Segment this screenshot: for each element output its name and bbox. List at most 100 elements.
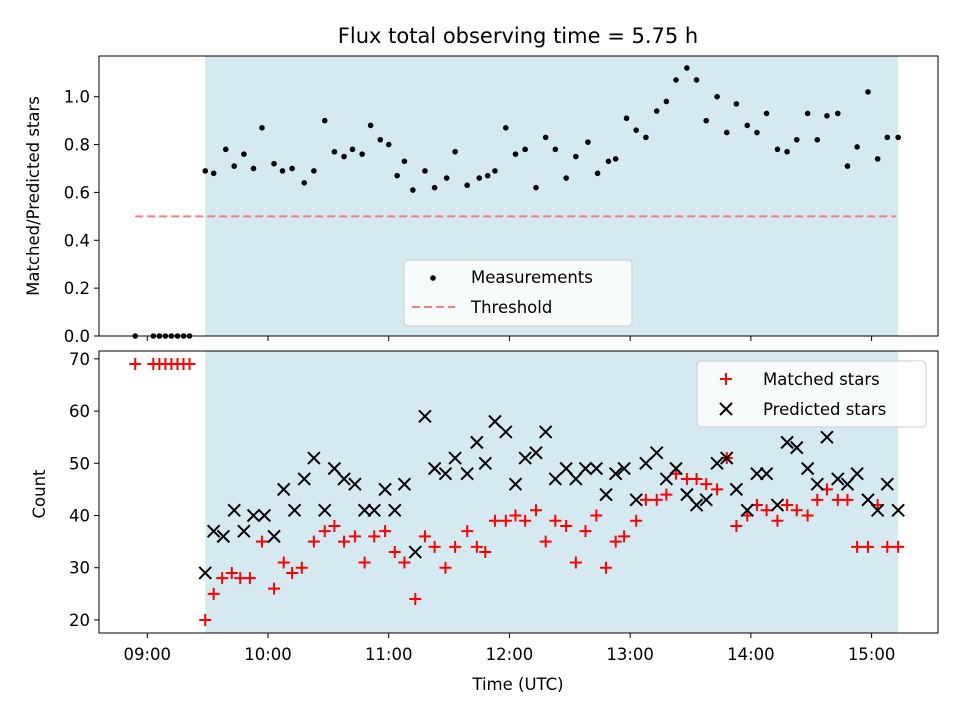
predicted-point — [357, 503, 372, 517]
predicted-point — [216, 529, 231, 544]
matched-point — [286, 566, 299, 579]
matched-point — [600, 561, 613, 574]
matched-point — [439, 561, 452, 574]
matched-point — [268, 582, 281, 595]
predicted-point — [237, 524, 251, 538]
predicted-point — [438, 467, 453, 481]
matched-point — [207, 587, 220, 600]
matched-point — [199, 613, 212, 626]
top-ytick-label: 0.4 — [64, 231, 90, 250]
matched-point — [368, 530, 381, 543]
predicted-point — [589, 461, 604, 476]
measurement-point — [673, 77, 679, 83]
bottom-legend-box — [696, 360, 927, 428]
measurement-point — [563, 175, 569, 181]
predicted-point — [538, 425, 553, 439]
matched-point — [428, 540, 441, 553]
predicted-point — [710, 456, 724, 470]
measurement-point — [835, 110, 841, 117]
measurement-point — [331, 148, 338, 155]
predicted-point — [378, 482, 392, 497]
measurement-point — [824, 113, 830, 119]
legend-predicted-marker — [719, 402, 733, 416]
predicted-point — [488, 414, 502, 429]
top-legend: Measurements Threshold — [403, 259, 633, 327]
matched-point — [338, 535, 351, 548]
measurement-point — [512, 151, 519, 157]
matched-point — [639, 493, 652, 506]
measurement-point — [804, 110, 811, 117]
predicted-point — [891, 503, 905, 517]
predicted-point — [348, 477, 362, 491]
measurement-point — [241, 151, 247, 157]
matched-point — [630, 514, 643, 527]
matched-point — [760, 504, 773, 517]
bottom-panel: 20 30 40 50 60 70 09:00 10:00 11:00 12:00 13:00 14… — [30, 350, 939, 694]
matched-point — [328, 519, 341, 532]
top-ytick-label: 0.6 — [64, 183, 90, 202]
matched-point — [398, 556, 411, 569]
matched-point — [183, 358, 196, 371]
xtick-label: 11:00 — [365, 645, 413, 664]
matched-point — [790, 504, 803, 517]
matched-point — [277, 556, 290, 569]
bottom-ytick-label: 30 — [69, 559, 90, 578]
measurement-point — [367, 122, 374, 129]
predicted-point — [669, 461, 683, 476]
measurement-point — [703, 117, 710, 124]
measurement-point — [349, 146, 356, 153]
bottom-ytick-label: 20 — [69, 611, 90, 630]
predicted-point — [206, 524, 221, 538]
top-plot-frame — [98, 55, 939, 337]
matched-point — [519, 514, 532, 527]
x-axis-label: Time (UTC) — [471, 675, 563, 694]
matched-point — [295, 561, 308, 574]
bottom-ytick-label: 40 — [69, 507, 90, 526]
predicted-point — [831, 472, 845, 486]
predicted-point — [529, 446, 543, 460]
measurement-point — [633, 127, 640, 133]
predicted-point — [257, 508, 272, 523]
top-y-axis-label: Matched/Predicted stars — [24, 96, 43, 296]
matched-point — [618, 530, 631, 543]
matched-point — [418, 530, 431, 543]
predicted-point — [569, 472, 583, 486]
predicted-point — [840, 477, 855, 491]
predicted-point — [408, 545, 422, 559]
measurement-point — [385, 141, 392, 148]
top-ytick-label: 0.0 — [64, 327, 90, 346]
measurement-point — [793, 136, 800, 143]
measurement-point — [289, 165, 295, 172]
matched-point — [590, 509, 603, 522]
matched-point — [539, 535, 552, 548]
matched-point — [318, 525, 331, 538]
predicted-point — [297, 472, 311, 486]
measurement-point — [663, 98, 670, 105]
xtick-label: 12:00 — [486, 645, 534, 664]
top-ytick-label: 1.0 — [64, 88, 90, 107]
predicted-point — [307, 451, 321, 465]
measurement-point — [733, 101, 740, 107]
matched-point — [479, 546, 492, 559]
matched-point — [781, 499, 794, 512]
matched-point — [449, 540, 462, 553]
measurement-point — [443, 175, 450, 181]
measurement-point — [431, 184, 438, 191]
measurement-point — [301, 180, 308, 186]
predicted-point — [508, 477, 523, 491]
predicted-point — [470, 435, 484, 450]
matched-point — [711, 483, 724, 496]
matched-point — [579, 525, 592, 538]
legend-predicted-label: Predicted stars — [763, 400, 886, 419]
measurement-point — [865, 89, 871, 95]
matched-point — [700, 478, 713, 491]
bottom-ytick-label: 70 — [69, 350, 90, 369]
predicted-point — [861, 493, 875, 507]
matched-point — [225, 566, 238, 579]
predicted-point — [740, 503, 754, 517]
measurement-point — [884, 134, 891, 141]
predicted-point — [759, 467, 774, 481]
predicted-point — [599, 487, 613, 502]
matched-point — [379, 525, 392, 538]
measurement-point — [484, 172, 491, 179]
